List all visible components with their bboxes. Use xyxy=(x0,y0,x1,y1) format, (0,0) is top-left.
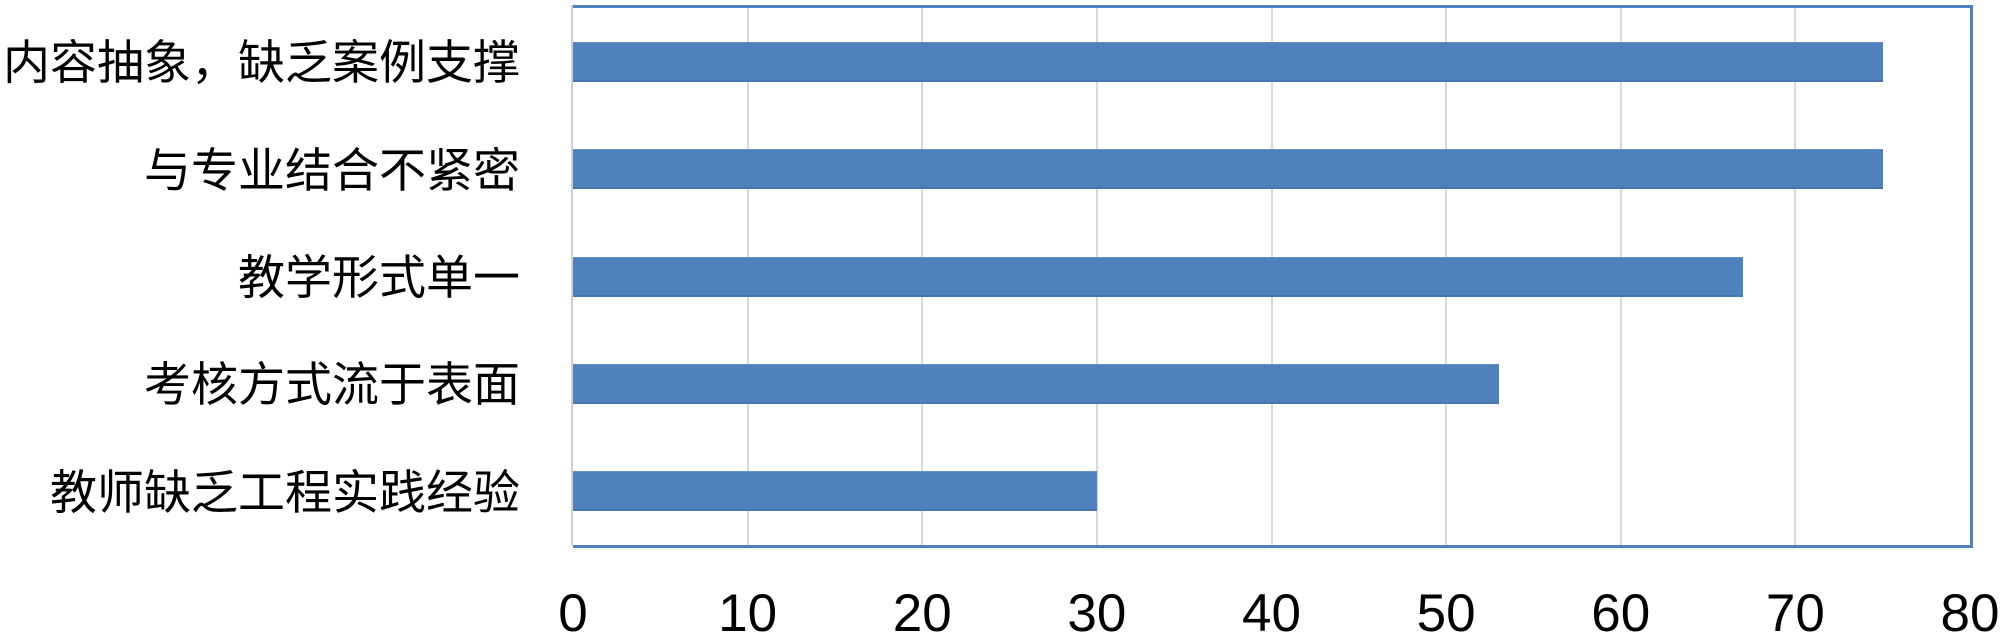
x-tick-label-70: 70 xyxy=(1765,584,1825,643)
category-label: 考核方式流于表面 xyxy=(144,360,520,413)
x-tick-label-20: 20 xyxy=(892,584,952,643)
x-axis-tick-labels: 0 10 20 30 40 50 60 70 80 xyxy=(0,543,2000,644)
category-label: 教学形式单一 xyxy=(238,252,520,305)
bar xyxy=(573,471,1097,512)
category-label: 与专业结合不紧密 xyxy=(144,145,520,198)
bar xyxy=(573,256,1743,297)
bar xyxy=(573,41,1883,82)
x-tick-label-10: 10 xyxy=(718,584,778,643)
x-tick-label-30: 30 xyxy=(1067,584,1127,643)
x-tick-label-60: 60 xyxy=(1591,584,1651,643)
bar xyxy=(573,363,1499,404)
bar xyxy=(573,149,1883,190)
x-tick-label-40: 40 xyxy=(1242,584,1301,643)
x-tick-label-0: 0 xyxy=(558,584,588,643)
value-axis-zero-line xyxy=(571,5,573,545)
x-tick-label-50: 50 xyxy=(1416,584,1476,643)
category-label: 内容抽象，缺乏案例支撑 xyxy=(3,38,520,91)
gridline-70 xyxy=(1794,8,1797,545)
x-tick-label-80: 80 xyxy=(1940,584,2000,643)
plot-area xyxy=(573,5,1973,548)
category-label: 教师缺乏工程实践经验 xyxy=(50,467,520,520)
category-axis-labels: 内容抽象，缺乏案例支撑与专业结合不紧密教学形式单一考核方式流于表面教师缺乏工程实… xyxy=(0,5,520,542)
